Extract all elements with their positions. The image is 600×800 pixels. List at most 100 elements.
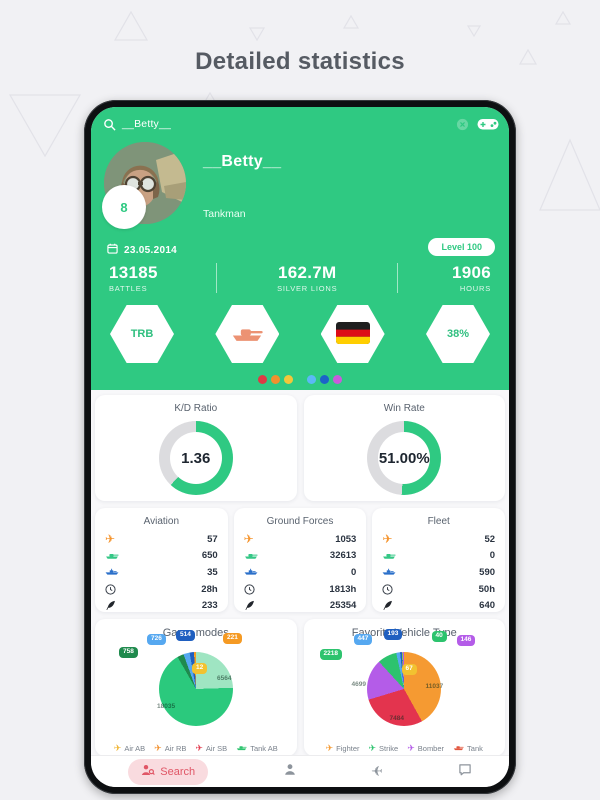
calendar-icon <box>107 241 118 259</box>
stat-hours: 1906 HOURS <box>398 263 509 293</box>
plane-icon: ✈ <box>243 532 254 547</box>
table-row: 32613 <box>244 548 356 565</box>
legend-item: Tank AB <box>236 744 278 753</box>
quill-icon <box>105 600 116 611</box>
badge-nation[interactable] <box>320 305 385 363</box>
cell-value: 52 <box>484 533 496 545</box>
cell-value: 590 <box>479 566 496 578</box>
level-pill: Level 100 <box>428 238 495 256</box>
prestige-level-badge: 8 <box>102 185 146 229</box>
badge-winrate[interactable]: 38% <box>425 305 490 363</box>
clock-icon <box>105 583 116 595</box>
page-dot[interactable] <box>307 375 316 384</box>
aviation-title: Aviation <box>143 516 180 527</box>
fleet-title: Fleet <box>427 516 450 527</box>
table-row: 0 <box>382 548 495 565</box>
badge-trb-label: TRB <box>130 328 154 340</box>
search-input-value[interactable]: __Betty__ <box>122 118 172 130</box>
badge-game-mode[interactable]: TRB <box>110 305 174 363</box>
badge-vehicle[interactable] <box>215 305 280 363</box>
nav-search-tab[interactable]: Search <box>128 758 209 785</box>
hours-label: HOURS <box>459 284 491 293</box>
legend-item: Tank <box>453 744 483 753</box>
legend-label: Air RB <box>164 744 187 753</box>
cell-value: 0 <box>489 550 496 562</box>
legend-label: Tank <box>467 744 483 753</box>
nav-search-label: Search <box>160 765 196 778</box>
stat-silver-lions: 162.7M SILVER LIONS <box>216 263 399 293</box>
tank-icon <box>453 744 464 753</box>
legend-item: ✈ Air RB <box>154 744 187 754</box>
gamepad-icon[interactable] <box>477 117 499 131</box>
favorite-vehicle-legend: ✈ Fighter ✈ Strike ✈ Bomber Tank <box>304 743 506 754</box>
legend-label: Air AB <box>124 744 146 753</box>
pie-label: 2218 <box>319 649 342 660</box>
table-row: 50h <box>382 581 495 598</box>
nav-chat-tab[interactable] <box>458 763 472 781</box>
plane-icon: ✈ <box>325 743 334 753</box>
pie-label: 40 <box>431 631 447 642</box>
pie-inside-label: 18035 <box>157 703 176 710</box>
pie-label: 726 <box>147 634 166 645</box>
table-row: 25354 <box>244 597 356 614</box>
clear-search-icon[interactable] <box>456 118 469 131</box>
page-dot[interactable] <box>333 375 342 384</box>
cell-value: 1813h <box>329 583 357 595</box>
tank-icon <box>105 551 119 560</box>
kd-ratio-card: K/D Ratio 1.36 <box>95 395 297 501</box>
page-dot[interactable] <box>258 375 267 384</box>
forces-row: Aviation ✈ 57 650 35 28h 233 <box>95 508 506 614</box>
app-screen: __Betty__ <box>91 107 509 787</box>
table-row: 35 <box>105 564 218 581</box>
win-rate-value: 51.00% <box>378 449 430 467</box>
table-row: 640 <box>382 597 495 614</box>
nav-profile-tab[interactable] <box>283 763 297 781</box>
table-row: 28h <box>105 581 218 598</box>
plane-icon: ✈ <box>195 743 203 753</box>
pie-label: 67 <box>401 664 417 675</box>
cell-value: 640 <box>479 600 496 612</box>
page-dot[interactable] <box>271 375 280 384</box>
win-rate-card: Win Rate 51.00% <box>303 395 505 501</box>
table-row: 0 <box>244 564 356 581</box>
tank-icon <box>382 551 396 560</box>
chat-icon <box>458 763 472 781</box>
legend-item: ✈ Air SB <box>195 743 227 754</box>
table-row: ✈ 57 <box>105 531 218 548</box>
cell-value: 35 <box>207 566 218 578</box>
tablet-frame: __Betty__ <box>84 100 516 794</box>
page-dot[interactable] <box>320 375 329 384</box>
plane-icon: ✈ <box>368 743 377 753</box>
cell-value: 233 <box>201 600 218 612</box>
nav-vehicles-tab[interactable]: ✈ <box>371 763 383 780</box>
aviation-card: Aviation ✈ 57 650 35 28h 233 <box>95 508 228 612</box>
kd-ratio-donut: 1.36 <box>158 421 233 495</box>
page-dot[interactable] <box>284 375 293 384</box>
tank-icon <box>244 551 258 560</box>
search-bar[interactable]: __Betty__ <box>103 114 499 134</box>
plane-icon: ✈ <box>382 532 393 547</box>
plane-icon: ✈ <box>371 763 384 779</box>
page-dots <box>91 375 509 384</box>
pie-label: 221 <box>223 633 242 644</box>
bottom-nav: Search ✈ <box>91 755 509 787</box>
kd-ratio-value: 1.36 <box>181 449 211 467</box>
badge-winrate-label: 38% <box>446 328 469 340</box>
registration-date-row: 23.05.2014 <box>107 241 177 259</box>
plane-icon: ✈ <box>105 532 116 547</box>
pie-label: 758 <box>119 647 138 658</box>
ground-forces-card: Ground Forces ✈ 1053 32613 0 1813h 25354 <box>233 508 367 614</box>
player-name: __Betty__ <box>203 153 282 170</box>
cell-value: 1053 <box>335 533 357 545</box>
quill-icon <box>244 600 255 611</box>
battles-label: BATTLES <box>109 284 148 293</box>
game-modes-legend: ✈ Air AB ✈ Air RB ✈ Air SB Tank AB <box>95 743 297 754</box>
tank-icon <box>230 323 264 346</box>
favorite-vehicle-title: Favorite Vehicle Type <box>351 627 457 639</box>
profile-header: __Betty__ <box>91 107 509 390</box>
favorite-vehicle-card: Favorite Vehicle Type 2218 447 193 40 14… <box>303 619 506 756</box>
ship-icon <box>382 568 396 576</box>
fleet-card: Fleet ✈ 52 0 590 50h 640 <box>372 508 506 614</box>
cell-value: 50h <box>478 583 496 595</box>
ship-icon <box>105 568 119 576</box>
